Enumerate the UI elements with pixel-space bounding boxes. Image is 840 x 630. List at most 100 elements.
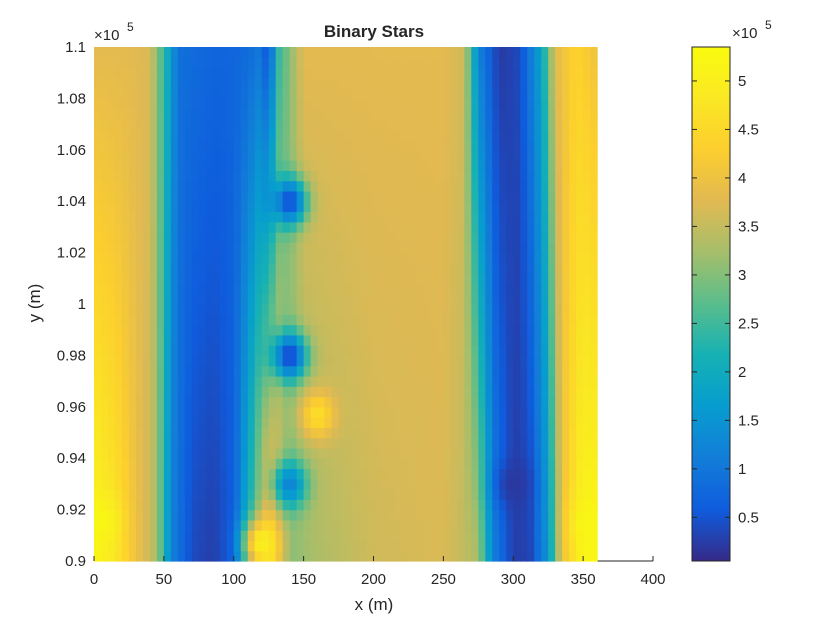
heatmap-cell: [184, 386, 193, 398]
heatmap-cell: [184, 273, 193, 285]
heatmap-cell: [191, 273, 200, 285]
heatmap-cell: [541, 427, 549, 439]
heatmap-cell: [359, 221, 368, 233]
heatmap-cell: [387, 489, 396, 500]
heatmap-cell: [303, 232, 312, 243]
heatmap-cell: [443, 437, 451, 449]
heatmap-cell: [485, 334, 493, 346]
heatmap-cell: [471, 221, 479, 233]
heatmap-cell: [184, 499, 193, 511]
y-axis-label: y (m): [25, 284, 44, 323]
heatmap-cell: [520, 324, 528, 336]
heatmap-cell: [506, 478, 514, 490]
heatmap-cell: [317, 304, 326, 315]
heatmap-cell: [485, 139, 493, 151]
heatmap-cell: [94, 417, 102, 428]
heatmap-cell: [114, 232, 123, 243]
heatmap-cell: [254, 232, 263, 243]
heatmap-cell: [387, 190, 396, 202]
y-exponent-power: 5: [127, 20, 134, 34]
heatmap-cell: [107, 201, 116, 213]
heatmap-cell: [128, 468, 137, 480]
heatmap-cell: [191, 396, 200, 408]
heatmap-cell: [429, 232, 437, 243]
heatmap-cell: [121, 232, 130, 243]
heatmap-cell: [576, 458, 584, 470]
heatmap-cell: [569, 427, 577, 439]
heatmap-cell: [163, 129, 172, 141]
heatmap-cell: [429, 396, 437, 408]
heatmap-cell: [513, 118, 521, 130]
heatmap-cell: [149, 304, 158, 315]
heatmap-cell: [366, 201, 375, 213]
heatmap-cell: [429, 375, 437, 387]
heatmap-cell: [345, 334, 354, 346]
heatmap-cell: [135, 458, 144, 470]
heatmap-cell: [121, 77, 130, 89]
heatmap-cell: [310, 386, 319, 398]
heatmap-cell: [233, 396, 242, 408]
heatmap-cell: [331, 252, 340, 264]
heatmap-cell: [156, 232, 165, 243]
heatmap-cell: [261, 417, 270, 428]
heatmap-cell: [198, 88, 207, 99]
heatmap-cell: [352, 139, 361, 151]
heatmap-cell: [387, 437, 396, 449]
heatmap-cell: [317, 262, 326, 274]
heatmap-cell: [247, 427, 256, 439]
heatmap-cell: [121, 396, 130, 408]
heatmap-cell: [513, 437, 521, 449]
heatmap-cell: [121, 417, 130, 428]
heatmap-cell: [548, 304, 556, 315]
heatmap-cell: [261, 304, 270, 315]
heatmap-cell: [261, 478, 270, 490]
heatmap-cell: [457, 304, 465, 315]
heatmap-cell: [366, 139, 375, 151]
heatmap-cell: [590, 468, 598, 480]
heatmap-cell: [268, 314, 277, 326]
heatmap-cell: [142, 406, 151, 418]
heatmap-cell: [275, 509, 284, 521]
heatmap-cell: [219, 324, 228, 336]
heatmap-cell: [401, 427, 410, 439]
x-tick-label: 100: [221, 571, 246, 588]
heatmap-cell: [380, 468, 389, 480]
heatmap-cell: [527, 540, 535, 552]
heatmap-cell: [541, 355, 549, 367]
heatmap-cell: [107, 242, 116, 254]
heatmap-cell: [562, 221, 570, 233]
heatmap-cell: [548, 489, 556, 500]
heatmap-cell: [499, 232, 507, 243]
heatmap-cell: [345, 396, 354, 408]
heatmap-cell: [191, 201, 200, 213]
heatmap-cell: [303, 160, 312, 171]
heatmap-cell: [198, 149, 207, 161]
heatmap-cell: [212, 57, 221, 69]
heatmap-cell: [548, 211, 556, 223]
heatmap-cell: [191, 293, 200, 305]
heatmap-cell: [471, 201, 479, 213]
heatmap-cell: [156, 88, 165, 99]
heatmap-cell: [205, 273, 214, 285]
heatmap-cell: [534, 252, 542, 264]
heatmap-cell: [373, 160, 382, 171]
heatmap-cell: [464, 540, 472, 552]
heatmap-cell: [177, 386, 186, 398]
heatmap-cell: [233, 242, 242, 254]
heatmap-cell: [352, 149, 361, 161]
heatmap-cell: [436, 458, 444, 470]
heatmap-cell: [492, 304, 500, 315]
heatmap-cell: [233, 283, 242, 295]
heatmap-cell: [324, 170, 333, 182]
heatmap-cell: [177, 519, 186, 531]
heatmap-cell: [184, 304, 193, 315]
heatmap-cell: [359, 334, 368, 346]
heatmap-cell: [149, 232, 158, 243]
heatmap-cell: [254, 211, 263, 223]
heatmap-cell: [205, 170, 214, 182]
heatmap-cell: [170, 47, 179, 58]
heatmap-cell: [394, 242, 403, 254]
heatmap-cell: [219, 427, 228, 439]
heatmap-cell: [373, 211, 382, 223]
heatmap-cell: [408, 201, 417, 213]
